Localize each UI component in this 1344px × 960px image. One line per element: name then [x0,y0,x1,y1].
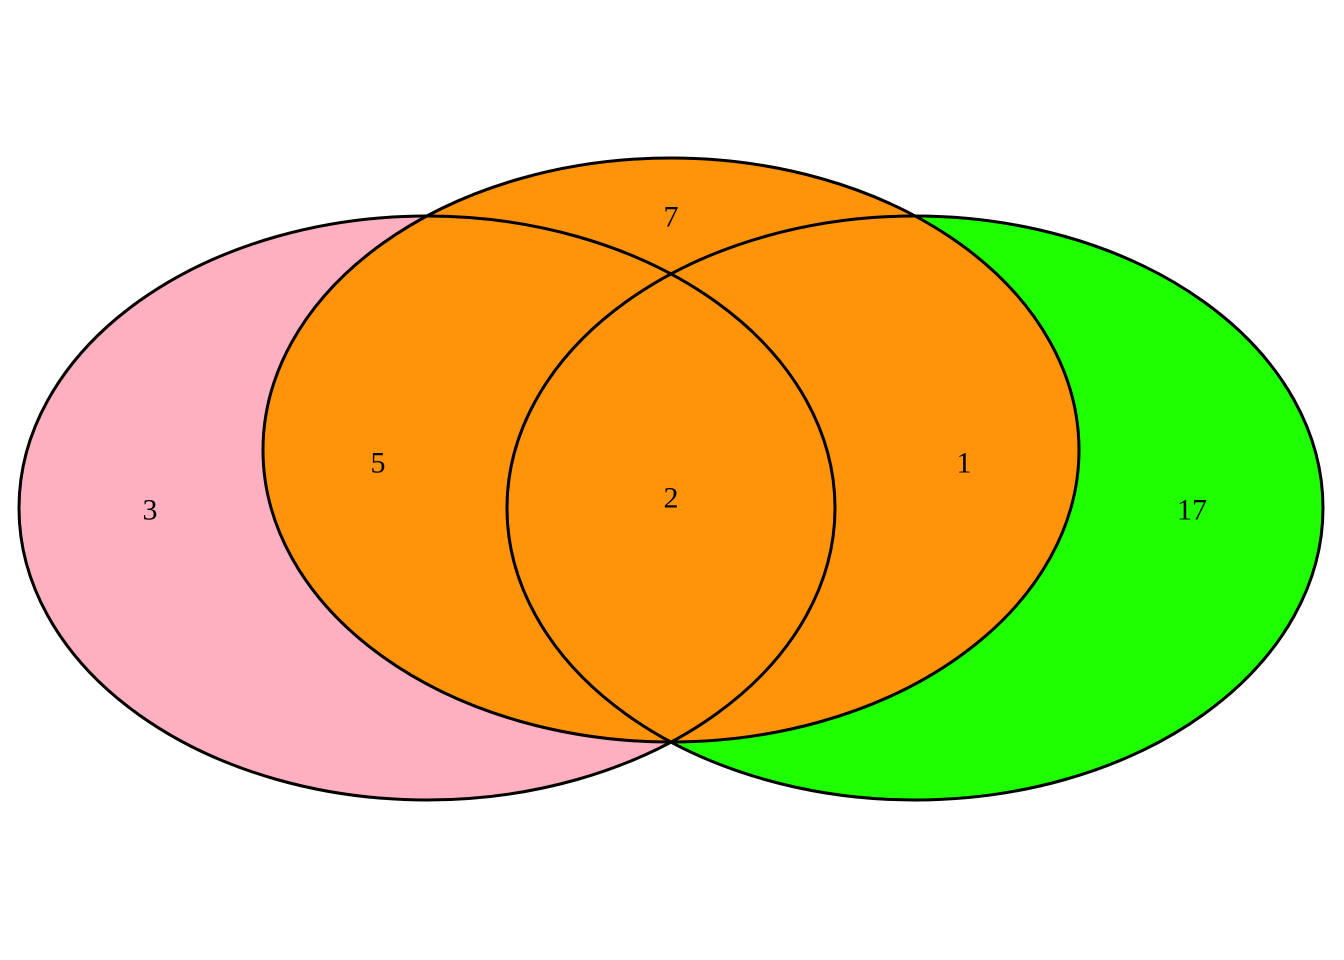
middle-set-outline [261,156,1081,744]
label-middle-only: 7 [664,201,679,234]
label-left-only: 3 [143,494,158,527]
label-middle-right: 1 [957,447,972,480]
label-all-three: 2 [664,482,679,515]
label-left-middle: 5 [371,447,386,480]
label-right-only: 17 [1177,494,1207,527]
middle-set-fill [263,158,1079,742]
